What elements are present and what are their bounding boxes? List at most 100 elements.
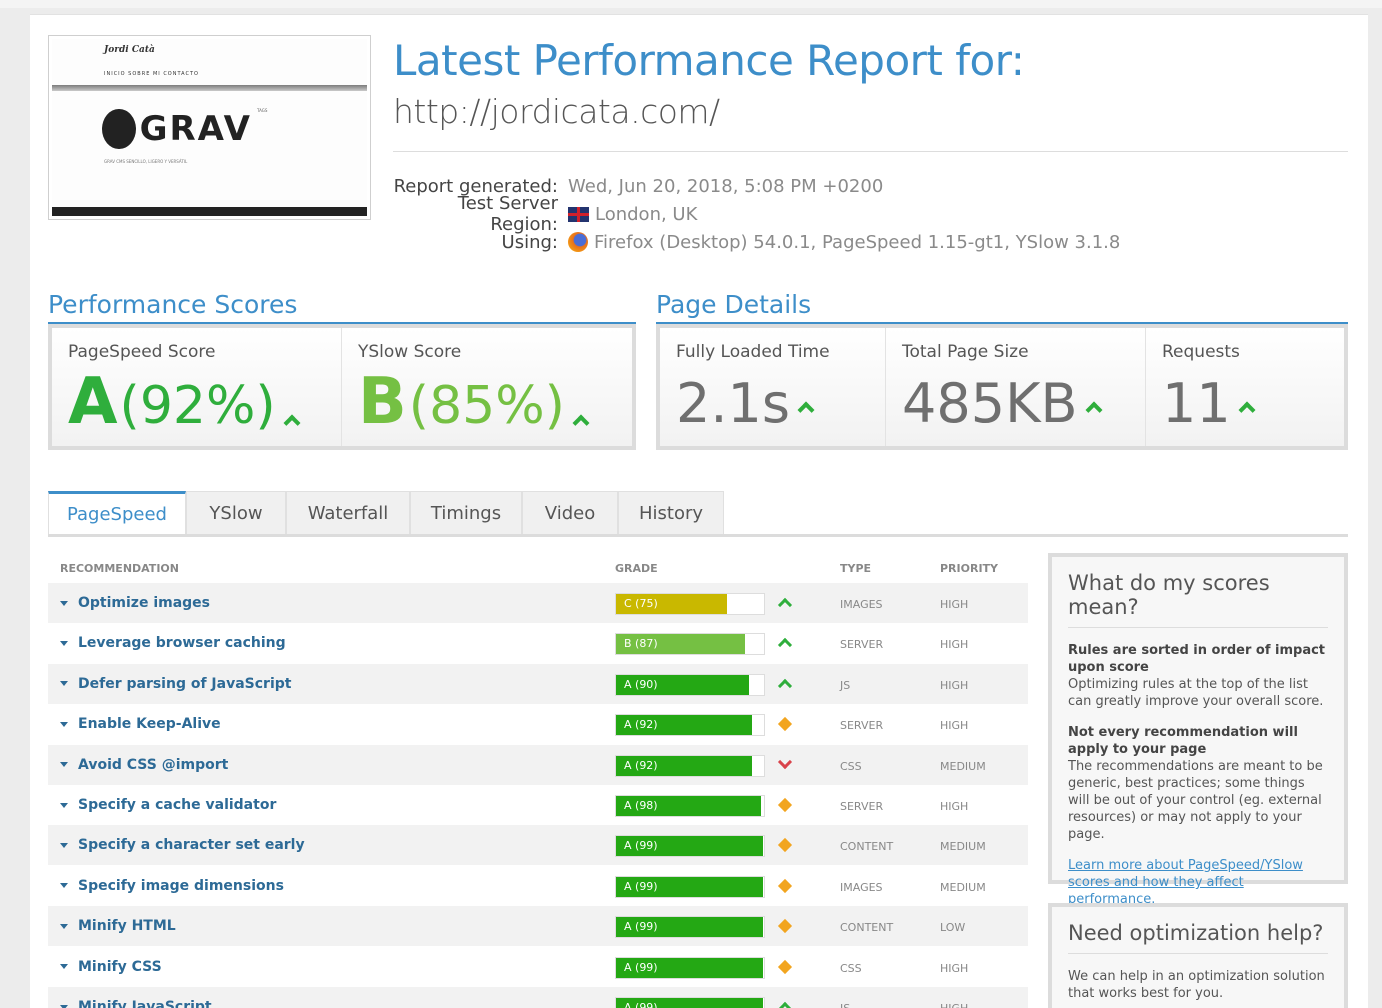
recommendation-priority: HIGH <box>940 638 969 652</box>
recommendation-name[interactable]: Minify HTML <box>60 918 176 934</box>
expand-caret-icon[interactable] <box>60 923 68 929</box>
expand-caret-icon[interactable] <box>60 640 68 646</box>
yslow-grade: B <box>358 365 407 439</box>
recommendation-priority: MEDIUM <box>940 759 986 773</box>
recommendation-name[interactable]: Optimize images <box>60 595 210 611</box>
trend-up-icon <box>797 401 815 419</box>
site-screenshot-thumbnail[interactable]: Jordi Catà INICIO SOBRE MI CONTACTO GRAV… <box>48 35 371 220</box>
header-priority: PRIORITY <box>940 562 999 575</box>
meta-row-using: Using: Firefox (Desktop) 54.0.1, PageSpe… <box>501 231 1121 253</box>
trend-up-icon <box>777 999 793 1008</box>
recommendation-row[interactable]: Specify image dimensions A (99) IMAGES MEDI… <box>48 866 1028 906</box>
page-title: Latest Performance Report for: <box>393 36 1025 85</box>
expand-caret-icon[interactable] <box>60 721 68 727</box>
grade-bar: C (75) <box>615 593 765 615</box>
grade-bar: A (98) <box>615 795 765 817</box>
expand-caret-icon[interactable] <box>60 600 68 606</box>
thumbnail-hero: GRAV <box>102 101 252 156</box>
recommendation-name[interactable]: Leverage browser caching <box>60 635 286 651</box>
recommendation-name[interactable]: Enable Keep-Alive <box>60 716 221 732</box>
expand-caret-icon[interactable] <box>60 842 68 848</box>
expand-caret-icon[interactable] <box>60 964 68 970</box>
grade-bar-fill: A (99) <box>616 998 763 1008</box>
performance-scores-box: PageSpeed Score A (92%) YSlow Score B (8… <box>48 324 636 450</box>
thumbnail-logo: Jordi Catà <box>104 45 155 55</box>
recommendation-name[interactable]: Specify image dimensions <box>60 878 284 894</box>
header-grade: GRADE <box>615 562 658 575</box>
recommendation-row[interactable]: Enable Keep-Alive A (92) SERVER HIGH <box>48 704 1028 744</box>
expand-caret-icon[interactable] <box>60 1004 68 1008</box>
recommendation-row[interactable]: Minify CSS A (99) CSS HIGH <box>48 947 1028 987</box>
grade-bar: A (99) <box>615 956 765 979</box>
tab-waterfall[interactable]: Waterfall <box>286 491 410 534</box>
performance-scores-title: Performance Scores <box>48 290 298 319</box>
recommendation-name[interactable]: Defer parsing of JavaScript <box>60 676 291 692</box>
recommendation-row[interactable]: Defer parsing of JavaScript A (90) JS HIGH <box>48 663 1028 704</box>
recommendation-priority: MEDIUM <box>940 880 986 894</box>
recommendation-type: CSS <box>840 759 862 773</box>
grade-bar: A (92) <box>615 714 765 737</box>
trend-same-icon <box>777 837 793 853</box>
thumbnail-nav: INICIO SOBRE MI CONTACTO <box>104 71 199 77</box>
uk-flag-icon <box>568 206 589 222</box>
recommendation-row[interactable]: Minify HTML A (99) CONTENT LOW <box>48 906 1028 947</box>
help-panel-text: We can help in an optimization solution … <box>1068 969 1325 1001</box>
grade-bar-fill: A (92) <box>616 715 753 736</box>
recommendation-type: CSS <box>840 961 862 975</box>
grade-bar: A (90) <box>615 673 765 696</box>
trend-same-icon <box>777 716 793 732</box>
recommendation-name[interactable]: Specify a cache validator <box>60 797 276 813</box>
trend-up-icon <box>1085 401 1103 419</box>
recommendation-type: SERVER <box>840 800 884 813</box>
recommendation-type: CONTENT <box>840 921 894 935</box>
tab-history[interactable]: History <box>618 491 724 534</box>
expand-caret-icon[interactable] <box>60 883 68 889</box>
grade-bar-fill: B (87) <box>616 634 745 655</box>
recommendation-row[interactable]: Leverage browser caching B (87) SERVER HIGH <box>48 623 1028 663</box>
yslow-score-cell: YSlow Score B (85%) <box>342 328 632 446</box>
recommendation-name[interactable]: Minify JavaScript <box>60 999 212 1008</box>
thumbnail-subtitle: GRAV CMS SENCILLO, LIGERO Y VERSÁTIL <box>104 159 188 164</box>
recommendation-name[interactable]: Avoid CSS @import <box>60 757 228 773</box>
scores-panel-text-1: Optimizing rules at the top of the list … <box>1068 677 1324 709</box>
pagespeed-grade: A <box>68 365 118 439</box>
scores-panel-text-2: The recommendations are meant to be gene… <box>1068 759 1323 842</box>
tab-timings[interactable]: Timings <box>410 491 522 534</box>
grade-bar-fill: A (92) <box>616 755 753 776</box>
server-region: London, UK <box>595 203 698 225</box>
recommendation-priority: MEDIUM <box>940 840 986 854</box>
expand-caret-icon[interactable] <box>60 762 68 768</box>
pagespeed-percent: (92%) <box>119 376 276 436</box>
recommendation-row[interactable]: Minify JavaScript A (99) JS HIGH <box>48 987 1028 1008</box>
trend-same-icon <box>777 959 793 975</box>
thumbnail-sidebar: TAGS <box>257 108 268 113</box>
recommendation-row[interactable]: Optimize images C (75) IMAGES HIGH <box>48 583 1028 623</box>
tab-video[interactable]: Video <box>522 491 618 534</box>
recommendation-row[interactable]: Avoid CSS @import A (92) CSS MEDIUM <box>48 744 1028 785</box>
recommendation-row[interactable]: Specify a character set early A (99) CONTE… <box>48 825 1028 866</box>
recommendation-type: IMAGES <box>840 880 883 894</box>
recommendation-name[interactable]: Minify CSS <box>60 959 162 975</box>
expand-caret-icon[interactable] <box>60 802 68 808</box>
browser-info: Firefox (Desktop) 54.0.1, PageSpeed 1.15… <box>594 231 1121 253</box>
recommendation-row[interactable]: Specify a cache validator A (98) SERVER HIG… <box>48 785 1028 825</box>
recommendation-name[interactable]: Specify a character set early <box>60 837 305 853</box>
trend-same-icon <box>777 878 793 894</box>
expand-caret-icon[interactable] <box>60 681 68 687</box>
page-details-underline <box>656 322 1348 324</box>
trend-same-icon <box>777 918 793 934</box>
learn-more-link[interactable]: Learn more about PageSpeed/YSlow scores … <box>1068 858 1303 907</box>
divider <box>393 151 1348 152</box>
recommendation-type: JS <box>840 678 851 692</box>
grade-bar-fill: A (98) <box>616 796 762 816</box>
grade-bar: A (92) <box>615 754 765 777</box>
grade-bar: B (87) <box>615 633 765 656</box>
grade-bar-fill: A (99) <box>616 836 763 857</box>
thumbnail-footer <box>52 207 367 216</box>
report-tabs: PageSpeed YSlow Waterfall Timings Video … <box>48 491 1348 537</box>
tab-pagespeed[interactable]: PageSpeed <box>48 491 186 534</box>
meta-row-region: Test Server Region: London, UK <box>457 193 698 235</box>
tab-yslow[interactable]: YSlow <box>186 491 286 534</box>
optimization-help-panel: Need optimization help? We can help in a… <box>1048 903 1348 1008</box>
trend-up-icon <box>777 595 793 613</box>
